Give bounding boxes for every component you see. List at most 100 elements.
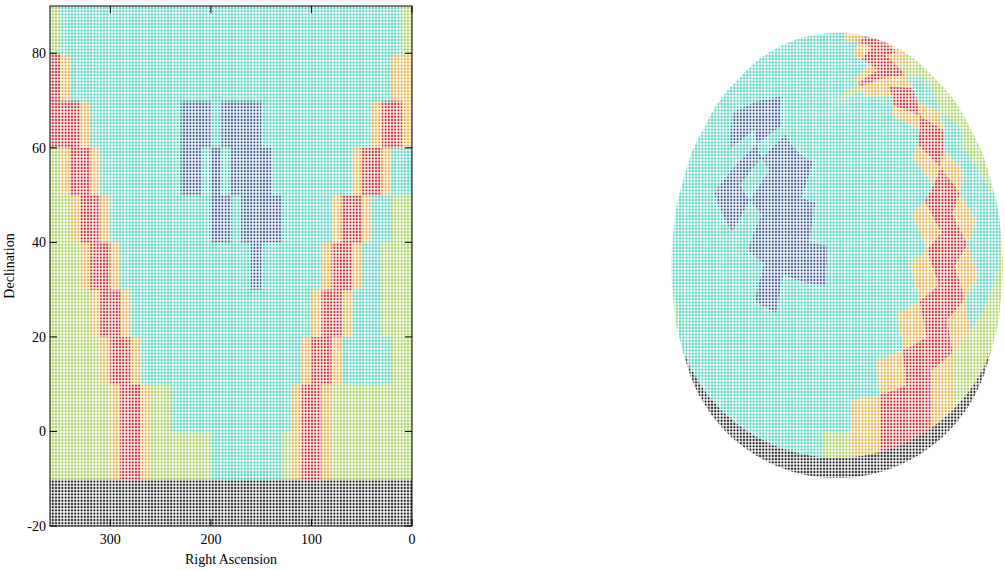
cell — [171, 148, 181, 196]
cell — [382, 242, 392, 290]
sphere-cell — [889, 87, 918, 102]
cell — [261, 290, 271, 338]
cell — [291, 479, 301, 526]
sphere-cell — [825, 286, 850, 327]
cell — [130, 148, 140, 196]
cell — [301, 242, 311, 290]
sphere-cell — [861, 78, 889, 91]
sphere-cell — [823, 457, 851, 478]
x-tick — [311, 6, 312, 13]
cell — [332, 337, 342, 385]
cell — [60, 479, 70, 526]
cell — [120, 101, 130, 149]
cell — [291, 148, 301, 196]
cell — [352, 53, 362, 101]
y-tick-label: 80 — [32, 46, 46, 61]
cell — [161, 290, 171, 338]
x-tick-label: 100 — [301, 532, 322, 547]
cell — [50, 148, 60, 196]
cell — [151, 479, 161, 526]
cell — [171, 101, 181, 149]
cell — [70, 148, 80, 196]
cell — [352, 384, 362, 432]
cell — [70, 337, 80, 385]
cell — [372, 384, 382, 432]
cell — [342, 242, 352, 290]
cell — [362, 53, 372, 101]
cell — [311, 53, 321, 101]
cell — [110, 101, 120, 149]
cell — [241, 101, 251, 149]
cell — [332, 242, 342, 290]
cell — [130, 242, 140, 290]
cell — [70, 384, 80, 432]
cell — [80, 384, 90, 432]
cell — [342, 431, 352, 479]
sphere-cell — [828, 205, 847, 246]
cell — [50, 195, 60, 243]
cell — [372, 148, 382, 196]
cell — [372, 6, 382, 54]
cell — [382, 337, 392, 385]
cell — [362, 195, 372, 243]
cell — [211, 431, 221, 479]
cell — [221, 384, 231, 432]
sphere-cell — [823, 364, 851, 400]
cell — [402, 479, 412, 526]
cell — [352, 242, 362, 290]
cell — [141, 337, 151, 385]
cell — [201, 53, 211, 101]
cell — [90, 148, 100, 196]
cell — [301, 290, 311, 338]
cell — [332, 53, 342, 101]
x-tick — [210, 519, 211, 526]
cell — [181, 431, 191, 479]
cell — [120, 431, 130, 479]
sphere-cell — [782, 87, 811, 96]
cell — [141, 101, 151, 149]
cell — [402, 384, 412, 432]
cell — [50, 101, 60, 149]
cell — [191, 384, 201, 432]
cell — [151, 431, 161, 479]
frame — [50, 6, 412, 526]
y-tick-label: 0 — [39, 424, 46, 439]
cell — [352, 431, 362, 479]
cell — [382, 431, 392, 479]
cell — [161, 6, 171, 54]
cell — [130, 195, 140, 243]
cell — [191, 479, 201, 526]
cell — [70, 290, 80, 338]
cell — [130, 290, 140, 338]
cell — [90, 479, 100, 526]
cell — [281, 479, 291, 526]
cell — [181, 101, 191, 149]
cell — [161, 53, 171, 101]
cell — [221, 479, 231, 526]
cell — [70, 6, 80, 54]
x-tick-label: 300 — [100, 532, 121, 547]
y-tick — [50, 147, 57, 148]
sphere-cell — [837, 87, 863, 101]
cell — [311, 431, 321, 479]
cell — [392, 290, 402, 338]
cell — [231, 337, 241, 385]
sphere-cell — [808, 96, 837, 101]
sphere-cell — [804, 242, 828, 286]
cell — [80, 479, 90, 526]
cell — [50, 242, 60, 290]
sphere-cell — [837, 101, 866, 106]
sphere-cell — [794, 395, 823, 431]
cell — [151, 242, 161, 290]
cell — [291, 384, 301, 432]
cell — [291, 242, 301, 290]
cell — [352, 337, 362, 385]
cell — [382, 6, 392, 54]
sphere-cell — [823, 326, 850, 365]
cell — [60, 53, 70, 101]
cell — [281, 242, 291, 290]
cell — [392, 195, 402, 243]
cell — [281, 290, 291, 338]
y-tick-label: -20 — [27, 519, 46, 534]
y-tick-label: 60 — [32, 141, 46, 156]
